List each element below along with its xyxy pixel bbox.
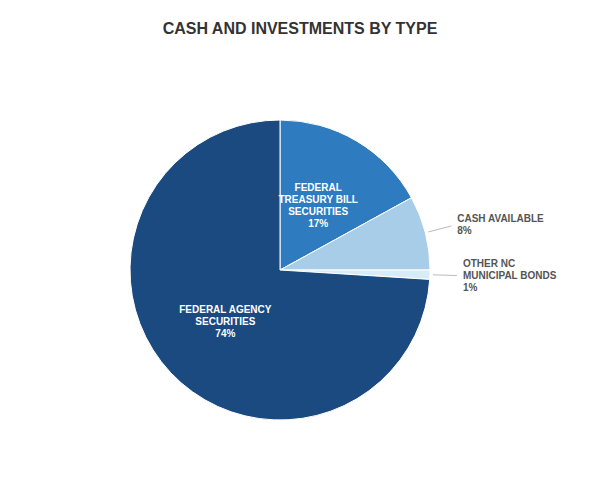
slice-label: FEDERALTREASURY BILLSECURITIES <box>278 182 357 217</box>
slice-label: FEDERAL AGENCYSECURITIES <box>179 304 272 327</box>
label-line: FEDERAL <box>295 182 342 193</box>
label-line: FEDERAL AGENCY <box>179 304 272 315</box>
label-line: SECURITIES <box>195 316 255 327</box>
label-line: CASH AVAILABLE <box>457 213 544 224</box>
slice-label: OTHER NCMUNICIPAL BONDS <box>463 258 557 281</box>
slice <box>280 198 430 270</box>
slice <box>130 120 430 420</box>
leader-line <box>428 226 451 232</box>
label-line: MUNICIPAL BONDS <box>463 270 557 281</box>
data-label: 1% <box>463 282 478 293</box>
label-line: OTHER NC <box>463 258 515 269</box>
label-line: SECURITIES <box>288 206 348 217</box>
data-label: 17% <box>308 218 328 229</box>
chart-svg: CASH AND INVESTMENTS BY TYPE FEDERALTREAS… <box>0 0 600 490</box>
data-label: 74% <box>215 328 235 339</box>
label-line: TREASURY BILL <box>278 194 357 205</box>
pie <box>130 120 430 420</box>
title: CASH AND INVESTMENTS BY TYPE <box>163 20 438 37</box>
leader-line <box>433 274 457 276</box>
chart-container: CASH AND INVESTMENTS BY TYPE FEDERALTREAS… <box>0 0 600 490</box>
labels: FEDERALTREASURY BILLSECURITIES17%CASH AV… <box>179 182 557 339</box>
slice-label: CASH AVAILABLE <box>457 213 544 224</box>
data-label: 8% <box>457 225 472 236</box>
